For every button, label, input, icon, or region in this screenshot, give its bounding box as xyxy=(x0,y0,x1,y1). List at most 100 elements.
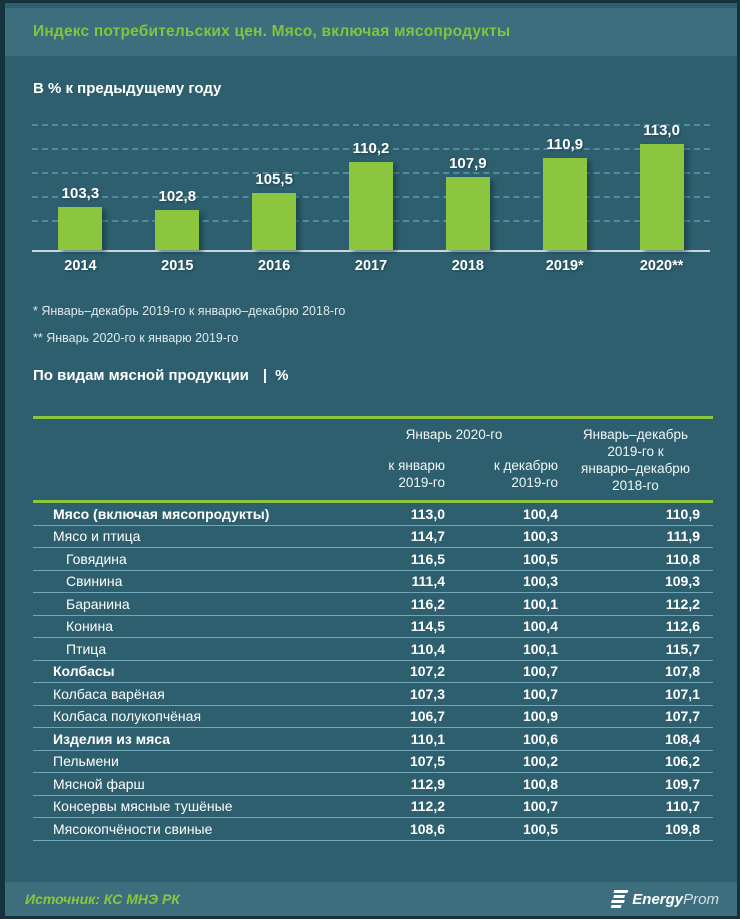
row-label: Колбаса варёная xyxy=(53,685,165,702)
bar-group: 110,2 xyxy=(323,105,420,250)
bar xyxy=(155,210,200,250)
row-value: 109,3 xyxy=(664,573,700,590)
column-header-jandec: Январь–декабрь 2019-го к январю–декабрю … xyxy=(581,427,690,493)
row-label: Пельмени xyxy=(53,753,119,770)
bar-group: 102,8 xyxy=(129,105,226,250)
bar-group: 110,9 xyxy=(516,105,613,250)
row-value: 116,5 xyxy=(410,550,445,567)
table-row: Мясо (включая мясопродукты) 113,0 100,4 110… xyxy=(33,503,713,526)
section-title-text: По видам мясной продукции xyxy=(33,367,249,384)
column-header-jan2019: к январю 2019-го xyxy=(388,457,445,490)
x-axis-tick-label: 2018 xyxy=(451,258,484,274)
price-index-table: Январь 2020-го к январю 2019-го к декабр… xyxy=(33,416,713,841)
row-value: 106,7 xyxy=(409,708,445,725)
chart-title: В % к предыдущему году xyxy=(33,80,222,97)
row-label: Мясной фарш xyxy=(53,775,145,792)
row-value: 112,9 xyxy=(410,775,445,792)
column-group-header: Январь 2020-го xyxy=(405,427,503,442)
row-value: 107,7 xyxy=(664,708,700,725)
bar-group: 113,0 xyxy=(613,105,710,250)
row-label: Конина xyxy=(66,618,114,635)
row-value: 111,9 xyxy=(666,528,701,545)
row-value: 100,8 xyxy=(522,775,558,792)
footnote-2: ** Январь 2020-го к январю 2019-го xyxy=(33,331,239,345)
bar-group: 103,3 xyxy=(32,105,129,250)
row-value: 106,2 xyxy=(664,753,700,770)
table-row: Изделия из мяса 110,1 100,6 108,4 xyxy=(33,728,713,751)
row-value: 100,5 xyxy=(522,820,558,837)
column-header-dec2019: к декабрю 2019-го xyxy=(493,457,558,490)
row-value: 110,1 xyxy=(410,730,445,747)
row-value: 100,7 xyxy=(522,798,558,815)
row-label: Мясокопчёности свиные xyxy=(53,820,213,837)
row-value: 100,7 xyxy=(522,663,558,680)
x-axis-tick-label: 2019* xyxy=(545,258,584,274)
row-label: Птица xyxy=(66,640,107,657)
section-title-divider: | xyxy=(262,367,268,384)
bar-value-label: 107,9 xyxy=(449,155,487,172)
bar xyxy=(542,158,587,250)
row-value: 107,8 xyxy=(664,663,700,680)
gridline xyxy=(32,148,710,150)
table-row: Конина 114,5 100,4 112,6 xyxy=(33,616,713,638)
row-value: 100,4 xyxy=(522,618,558,635)
row-value: 100,6 xyxy=(522,730,558,747)
table-row: Пельмени 107,5 100,2 106,2 xyxy=(33,751,713,773)
row-value: 100,7 xyxy=(522,685,558,702)
logo-text-bold: Energy xyxy=(632,890,684,908)
row-value: 109,8 xyxy=(664,820,700,837)
bar-value-label: 113,0 xyxy=(643,122,680,139)
table-row: Баранина 116,2 100,1 112,2 xyxy=(33,593,713,616)
row-value: 109,7 xyxy=(664,775,700,792)
table-row: Консервы мясные тушёные 112,2 100,7 110,7 xyxy=(33,796,713,818)
row-value: 114,7 xyxy=(410,528,445,545)
page-header: Индекс потребительских цен. Мясо, включа… xyxy=(5,8,737,56)
bar-chart: 103,3 102,8 105,5 110,2 107,9 110,9 113,0 xyxy=(32,105,710,252)
row-label: Мясо и птица xyxy=(53,528,141,545)
bar-group: 107,9 xyxy=(419,105,516,250)
row-label: Свинина xyxy=(66,573,123,590)
energyprom-logo-text: EnergyProm xyxy=(632,891,719,908)
row-value: 108,4 xyxy=(664,730,700,747)
row-value: 111,4 xyxy=(411,573,446,590)
row-value: 107,1 xyxy=(664,685,700,702)
row-value: 113,0 xyxy=(410,505,445,522)
bar xyxy=(639,144,684,250)
table-row: Колбасы 107,2 100,7 107,8 xyxy=(33,661,713,683)
footer: Источник: КС МНЭ РК EnergyProm xyxy=(5,882,737,916)
bar-value-label: 110,2 xyxy=(352,140,390,157)
row-value: 100,2 xyxy=(522,753,558,770)
row-value: 100,1 xyxy=(522,595,558,612)
row-label: Мясо (включая мясопродукты) xyxy=(53,505,270,522)
energyprom-logo: EnergyProm xyxy=(611,890,719,908)
row-value: 115,7 xyxy=(665,640,700,657)
x-axis-tick-label: 2015 xyxy=(161,258,194,274)
row-value: 116,2 xyxy=(410,595,445,612)
row-value: 110,9 xyxy=(665,505,700,522)
table-row: Птица 110,4 100,1 115,7 xyxy=(33,638,713,661)
row-value: 100,5 xyxy=(522,550,558,567)
row-value: 100,3 xyxy=(522,528,558,545)
row-value: 114,5 xyxy=(410,618,445,635)
bar-value-label: 103,3 xyxy=(61,185,100,202)
row-value: 112,6 xyxy=(665,618,700,635)
bar xyxy=(58,207,103,250)
table-row: Свинина 111,4 100,3 109,3 xyxy=(33,571,713,593)
bar-group: 105,5 xyxy=(226,105,323,250)
row-label: Консервы мясные тушёные xyxy=(53,798,233,815)
row-value: 110,4 xyxy=(410,640,445,657)
table-row: Мясной фарш 112,9 100,8 109,7 xyxy=(33,773,713,796)
row-value: 100,4 xyxy=(522,505,558,522)
bar xyxy=(252,193,297,250)
logo-text-light: Prom xyxy=(683,890,719,908)
row-value: 110,8 xyxy=(665,550,700,567)
row-value: 112,2 xyxy=(665,595,700,612)
row-value: 112,2 xyxy=(410,798,445,815)
row-value: 108,6 xyxy=(409,820,445,837)
row-label: Изделия из мяса xyxy=(53,730,170,747)
x-axis-tick-label: 2020** xyxy=(639,258,684,274)
row-label: Баранина xyxy=(66,595,130,612)
row-value: 100,9 xyxy=(522,708,558,725)
x-axis-labels: 2014 2015 2016 2017 2018 2019* 2020** xyxy=(32,258,710,274)
